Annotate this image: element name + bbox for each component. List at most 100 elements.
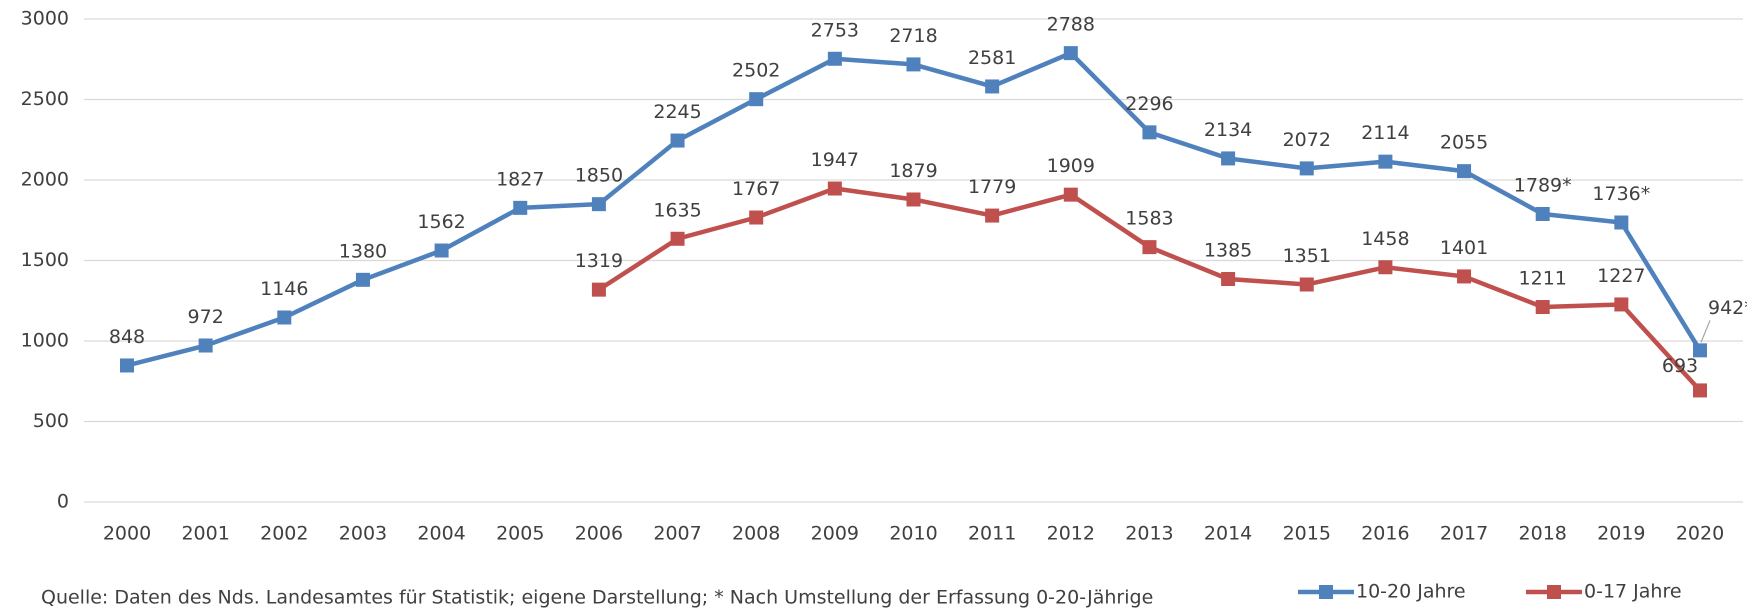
marker (277, 310, 292, 325)
marker (827, 181, 842, 196)
marker (1221, 151, 1236, 166)
marker (1614, 297, 1629, 312)
x-tick-label: 2019 (1597, 523, 1645, 545)
marker (985, 79, 1000, 94)
y-tick-label: 2000 (21, 169, 69, 191)
marker (1535, 206, 1550, 221)
x-tick-label: 2014 (1204, 523, 1252, 545)
data-label: 1779 (968, 176, 1016, 198)
data-label: 1380 (339, 240, 387, 262)
marker (1378, 154, 1393, 169)
data-label: 1385 (1204, 240, 1252, 262)
data-label: 2788 (1047, 14, 1095, 36)
marker (1614, 215, 1629, 230)
data-label: 1909 (1047, 155, 1095, 177)
data-label: 1211 (1519, 268, 1567, 290)
data-label: 942* (1708, 297, 1747, 319)
x-tick-label: 2006 (575, 523, 623, 545)
x-tick-label: 2017 (1440, 523, 1488, 545)
marker (1457, 164, 1472, 179)
legend-label: 0-17 Jahre (1584, 581, 1682, 603)
marker (1535, 300, 1550, 315)
data-label: 2581 (968, 47, 1016, 69)
marker (1063, 187, 1078, 202)
x-tick-label: 2016 (1361, 523, 1409, 545)
data-label: 2296 (1125, 93, 1173, 115)
data-label: 2072 (1283, 129, 1331, 151)
x-tick-label: 2011 (968, 523, 1016, 545)
x-tick-label: 2001 (181, 523, 229, 545)
marker (906, 57, 921, 72)
marker (434, 243, 449, 258)
data-label: 2114 (1361, 122, 1409, 144)
data-label: 1146 (260, 278, 308, 300)
x-tick-label: 2009 (811, 523, 859, 545)
x-tick-label: 2018 (1519, 523, 1567, 545)
marker (1378, 260, 1393, 275)
data-label: 1562 (417, 211, 465, 233)
data-label: 1635 (653, 199, 701, 221)
data-label: 2245 (653, 101, 701, 123)
marker (120, 358, 134, 373)
x-tick-label: 2005 (496, 523, 544, 545)
data-label: 1351 (1283, 245, 1331, 267)
data-label: 1767 (732, 178, 780, 200)
marker (1142, 125, 1157, 140)
marker (1142, 240, 1157, 255)
marker (591, 197, 606, 212)
x-tick-label: 2015 (1283, 523, 1331, 545)
data-label: 693 (1662, 355, 1698, 377)
marker (749, 92, 764, 107)
data-label: 2055 (1440, 132, 1488, 154)
data-label: 1401 (1440, 237, 1488, 259)
legend-marker (1319, 585, 1333, 599)
marker (827, 51, 842, 66)
marker (1693, 383, 1707, 398)
data-label: 972 (188, 306, 224, 328)
y-tick-label: 0 (57, 491, 69, 513)
x-tick-label: 2003 (339, 523, 387, 545)
data-label: 1850 (575, 165, 623, 187)
y-tick-label: 500 (33, 410, 69, 432)
data-label: 2502 (732, 60, 780, 82)
marker (1457, 269, 1472, 284)
x-tick-label: 2004 (417, 523, 465, 545)
marker (906, 192, 921, 207)
data-label: 1583 (1125, 208, 1173, 230)
x-tick-label: 2007 (653, 523, 701, 545)
data-label: 2134 (1204, 119, 1252, 141)
marker (985, 208, 1000, 223)
marker (198, 338, 213, 353)
y-tick-label: 3000 (21, 8, 69, 30)
source-note: Quelle: Daten des Nds. Landesamtes für S… (41, 587, 1153, 609)
data-label: 1319 (575, 250, 623, 272)
y-tick-label: 1500 (21, 249, 69, 271)
data-label: 1947 (811, 149, 859, 171)
marker (355, 272, 370, 287)
data-label: 2753 (811, 19, 859, 41)
data-label: 1827 (496, 168, 544, 190)
x-tick-label: 2000 (103, 523, 151, 545)
data-label: 1789* (1514, 174, 1572, 196)
marker (591, 282, 606, 297)
data-label: 848 (109, 326, 145, 348)
marker (1299, 161, 1314, 176)
y-tick-label: 1000 (21, 330, 69, 352)
marker (1299, 277, 1314, 292)
leader-line (1700, 320, 1711, 343)
x-tick-label: 2008 (732, 523, 780, 545)
x-tick-label: 2002 (260, 523, 308, 545)
marker (670, 133, 685, 148)
marker (749, 210, 764, 225)
marker (1693, 343, 1707, 358)
data-label: 1227 (1597, 265, 1645, 287)
x-tick-label: 2020 (1676, 523, 1724, 545)
legend-label: 10-20 Jahre (1356, 581, 1466, 603)
x-tick-label: 2012 (1047, 523, 1095, 545)
y-tick-label: 2500 (21, 88, 69, 110)
data-label: 1879 (889, 160, 937, 182)
marker (1221, 272, 1236, 287)
marker (513, 200, 528, 215)
data-label: 1736* (1592, 183, 1650, 205)
